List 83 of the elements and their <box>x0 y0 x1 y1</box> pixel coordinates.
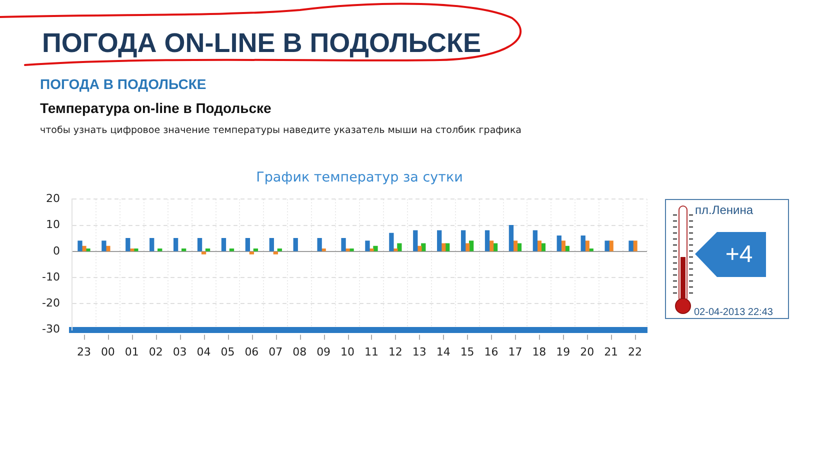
bar <box>269 238 274 252</box>
bar <box>173 238 178 252</box>
bar <box>460 230 466 252</box>
x-tick-label: 05 <box>220 345 235 358</box>
bar <box>158 248 162 252</box>
x-tick-label: 00 <box>100 345 115 358</box>
x-tick-label: 13 <box>412 345 426 358</box>
chart-title: График температур за сутки <box>256 170 463 186</box>
text: +4 <box>724 241 754 269</box>
bar <box>393 248 398 252</box>
bar <box>604 240 610 252</box>
bar <box>181 248 186 252</box>
bar <box>588 248 594 252</box>
x-tick-label: 11 <box>364 345 378 358</box>
y-tick-label: 10 <box>46 218 60 232</box>
bar <box>349 248 354 252</box>
y-tick-label: -30 <box>42 322 60 336</box>
y-tick-label: -20 <box>42 296 60 310</box>
bar <box>249 252 254 254</box>
x-tick-label: 17 <box>508 345 522 358</box>
text: чтобы узнать цифровое значение температуры наведите указатель мыши на столбик графика <box>40 125 522 137</box>
bar <box>130 248 134 252</box>
x-tick-label: 21 <box>604 345 618 358</box>
x-tick-label: 04 <box>196 345 211 358</box>
text: 02-04-2013 22:43 <box>694 307 773 318</box>
bar <box>468 240 474 252</box>
x-tick-label: 02 <box>148 345 163 358</box>
text: ПОГОДА В ПОДОЛЬСКЕ <box>40 76 206 92</box>
x-tick-label: 03 <box>172 345 187 358</box>
x-tick-label: 23 <box>76 345 91 358</box>
bar <box>317 238 322 252</box>
x-tick-label: 09 <box>316 345 331 358</box>
bar <box>134 248 138 252</box>
bar <box>532 230 538 252</box>
bar <box>508 224 514 252</box>
x-tick-label: 16 <box>484 345 498 358</box>
bar <box>273 252 278 254</box>
bar <box>201 252 206 254</box>
x-tick-label: 22 <box>628 345 642 358</box>
x-tick-label: 10 <box>340 345 355 358</box>
bar <box>86 248 90 252</box>
bar <box>229 248 234 252</box>
bar <box>369 248 374 252</box>
bar <box>437 230 442 252</box>
y-tick-label: 20 <box>46 192 60 206</box>
bar <box>580 235 586 252</box>
bar <box>205 248 210 252</box>
text: ПОГОДА ON-LINE В ПОДОЛЬСКЕ <box>42 28 482 60</box>
bar <box>253 248 258 252</box>
bar <box>293 238 298 252</box>
bar <box>321 248 326 252</box>
x-tick-label: 14 <box>436 345 450 358</box>
bar <box>126 238 130 252</box>
bar <box>373 246 378 252</box>
text: пл.Ленина <box>695 203 754 218</box>
x-tick-label: 12 <box>388 345 402 358</box>
y-tick-label: 0 <box>53 244 60 258</box>
bar <box>628 240 634 252</box>
x-tick-label: 18 <box>532 345 546 358</box>
bar <box>102 240 106 252</box>
x-tick-label: 15 <box>460 345 474 358</box>
bar <box>397 243 402 252</box>
x-tick-label: 20 <box>580 345 594 358</box>
x-tick-label: 08 <box>292 345 307 358</box>
bar <box>150 238 154 252</box>
bar <box>484 230 490 252</box>
x-tick-label: 07 <box>268 345 283 358</box>
bar <box>341 238 346 252</box>
bar <box>413 230 418 252</box>
bar <box>78 240 82 252</box>
bar <box>556 235 562 252</box>
x-tick-label: 19 <box>556 345 570 358</box>
bar <box>365 240 370 252</box>
bar <box>277 248 282 252</box>
bar <box>389 232 394 252</box>
text: Температура on-line в Подольске <box>40 100 272 116</box>
bar <box>197 238 202 252</box>
bar <box>245 238 250 252</box>
x-tick-label: 01 <box>124 345 139 358</box>
bar <box>345 248 350 252</box>
x-tick-label: 06 <box>244 345 259 358</box>
y-tick-label: -10 <box>42 270 60 284</box>
bar <box>221 238 226 252</box>
